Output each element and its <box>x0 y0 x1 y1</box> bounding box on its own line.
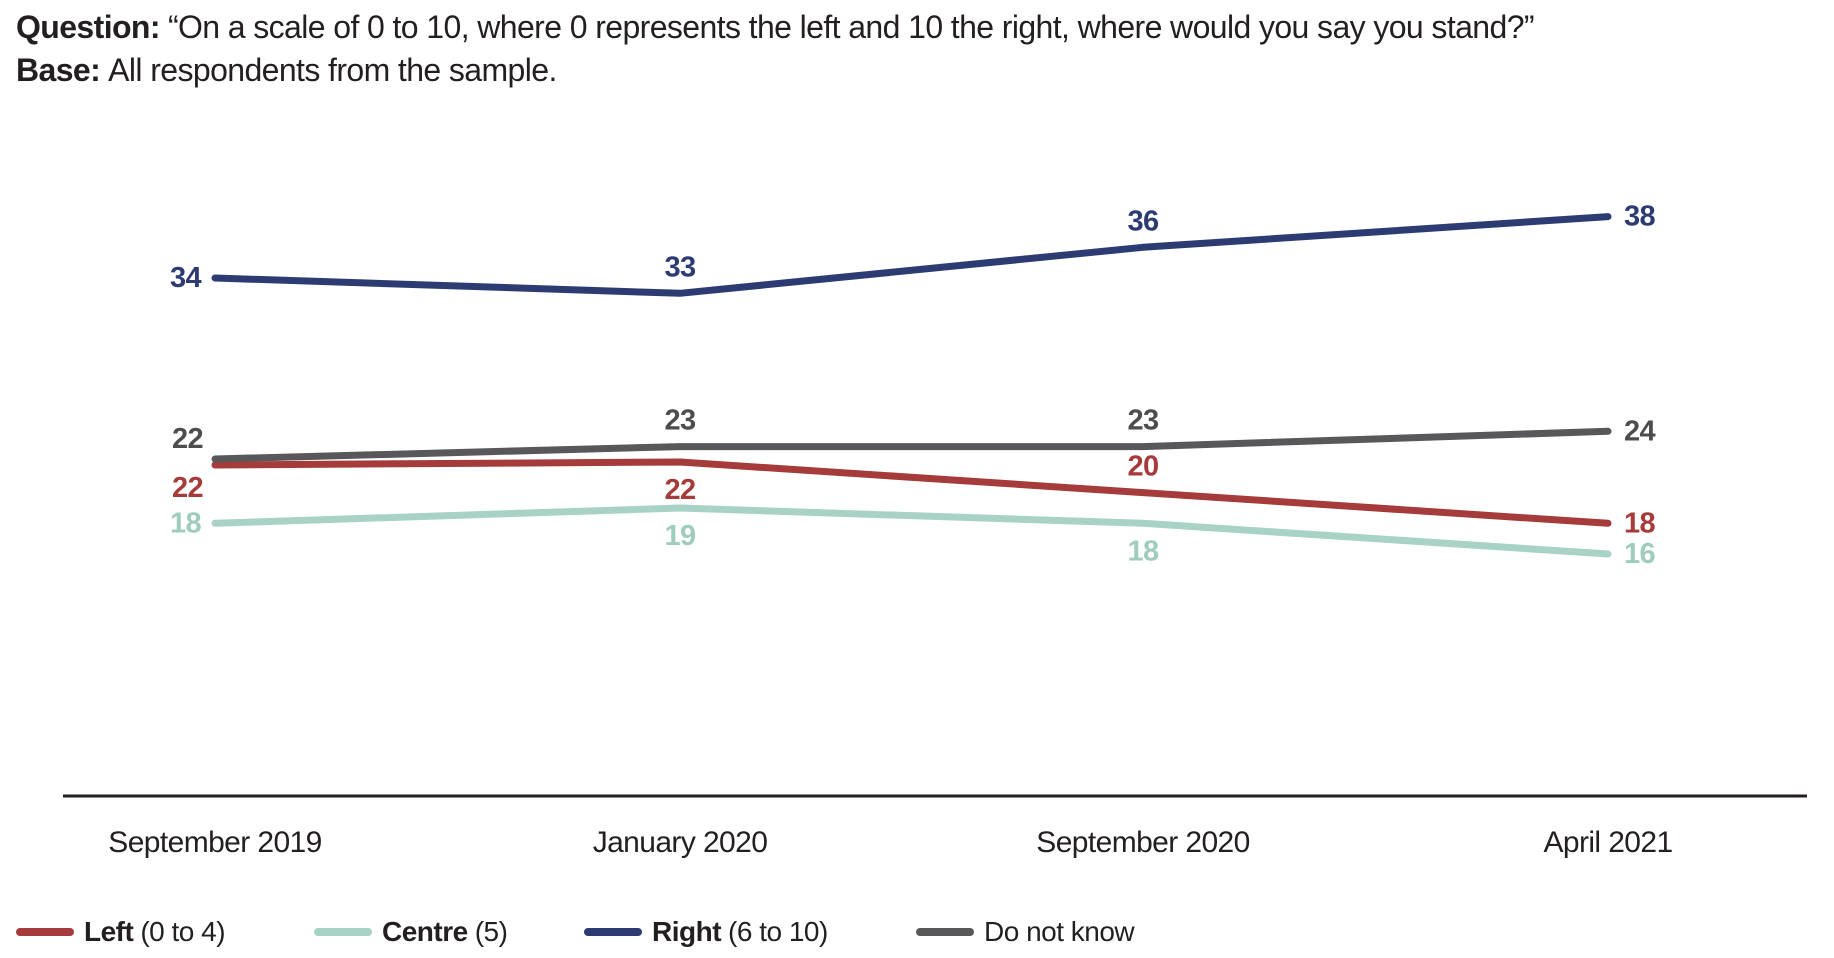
legend-label-right: Right (6 to 10) <box>652 916 828 948</box>
legend-swatch-do-not-know <box>916 927 974 936</box>
value-label-do-not-know-0: 22 <box>172 423 203 455</box>
base-label: Base: <box>16 52 101 88</box>
legend-swatch-left <box>16 927 74 936</box>
value-label-left-0-to-4-0: 22 <box>172 472 203 504</box>
series-line-right-6-to-10 <box>211 213 1612 297</box>
legend-item-right: Right (6 to 10) <box>584 905 828 958</box>
x-axis-label-september-2020: September 2020 <box>1036 826 1250 859</box>
base-text: All respondents from the sample. <box>108 52 557 88</box>
value-label-left-0-to-4-3: 18 <box>1624 507 1656 539</box>
series-line-left-0-to-4 <box>211 458 1612 527</box>
base-line: Base: All respondents from the sample. <box>16 49 1824 92</box>
legend-swatch-centre <box>314 927 372 936</box>
chart-legend: Left (0 to 4) Centre (5) Right (6 to 10) Do no… <box>0 905 1834 958</box>
value-label-left-0-to-4-2: 20 <box>1127 451 1158 483</box>
legend-label-left: Left (0 to 4) <box>84 915 226 948</box>
question-line: Question: “On a scale of 0 to 10, where 0… <box>16 6 1824 49</box>
value-label-left-0-to-4-1: 22 <box>664 474 695 506</box>
legend-item-do-not-know: Do not know <box>916 905 1135 958</box>
value-label-right-6-to-10-0: 34 <box>170 262 202 294</box>
legend-swatch-right <box>584 927 642 936</box>
series-line-centre-5 <box>211 504 1612 558</box>
figure-header: Question: “On a scale of 0 to 10, where 0… <box>16 6 1824 92</box>
value-label-right-6-to-10-2: 36 <box>1127 205 1159 237</box>
value-label-centre-5-2: 18 <box>1127 535 1159 567</box>
series-line-do-not-know <box>211 427 1612 463</box>
legend-label-bold-left: Left <box>84 915 134 947</box>
legend-item-centre: Centre (5) <box>314 905 508 958</box>
value-label-centre-5-1: 19 <box>664 520 696 552</box>
legend-label-rest-right: (6 to 10) <box>728 915 828 947</box>
legend-item-left: Left (0 to 4) <box>16 905 226 958</box>
x-axis-label-january-2020: January 2020 <box>592 826 768 859</box>
legend-label-rest-do-not-know: Do not know <box>984 915 1135 947</box>
value-label-centre-5-0: 18 <box>170 507 202 539</box>
x-axis-label-april-2021: April 2021 <box>1543 826 1673 859</box>
x-axis-label-september-2019: September 2019 <box>108 826 322 859</box>
value-label-do-not-know-1: 23 <box>664 405 696 437</box>
value-label-right-6-to-10-1: 33 <box>664 251 696 283</box>
value-label-right-6-to-10-3: 38 <box>1624 201 1656 233</box>
legend-label-rest-left: (0 to 4) <box>140 915 226 947</box>
legend-label-centre: Centre (5) <box>382 915 508 948</box>
value-label-centre-5-3: 16 <box>1624 538 1656 570</box>
legend-label-bold-centre: Centre <box>382 915 468 947</box>
value-label-do-not-know-2: 23 <box>1127 405 1159 437</box>
question-text: “On a scale of 0 to 10, where 0 represen… <box>167 9 1535 45</box>
legend-label-bold-right: Right <box>652 915 722 947</box>
question-label: Question: <box>16 9 161 45</box>
value-label-do-not-know-3: 24 <box>1624 415 1656 447</box>
legend-label-rest-centre: (5) <box>474 915 508 947</box>
legend-label-do-not-know: Do not know <box>984 915 1135 948</box>
